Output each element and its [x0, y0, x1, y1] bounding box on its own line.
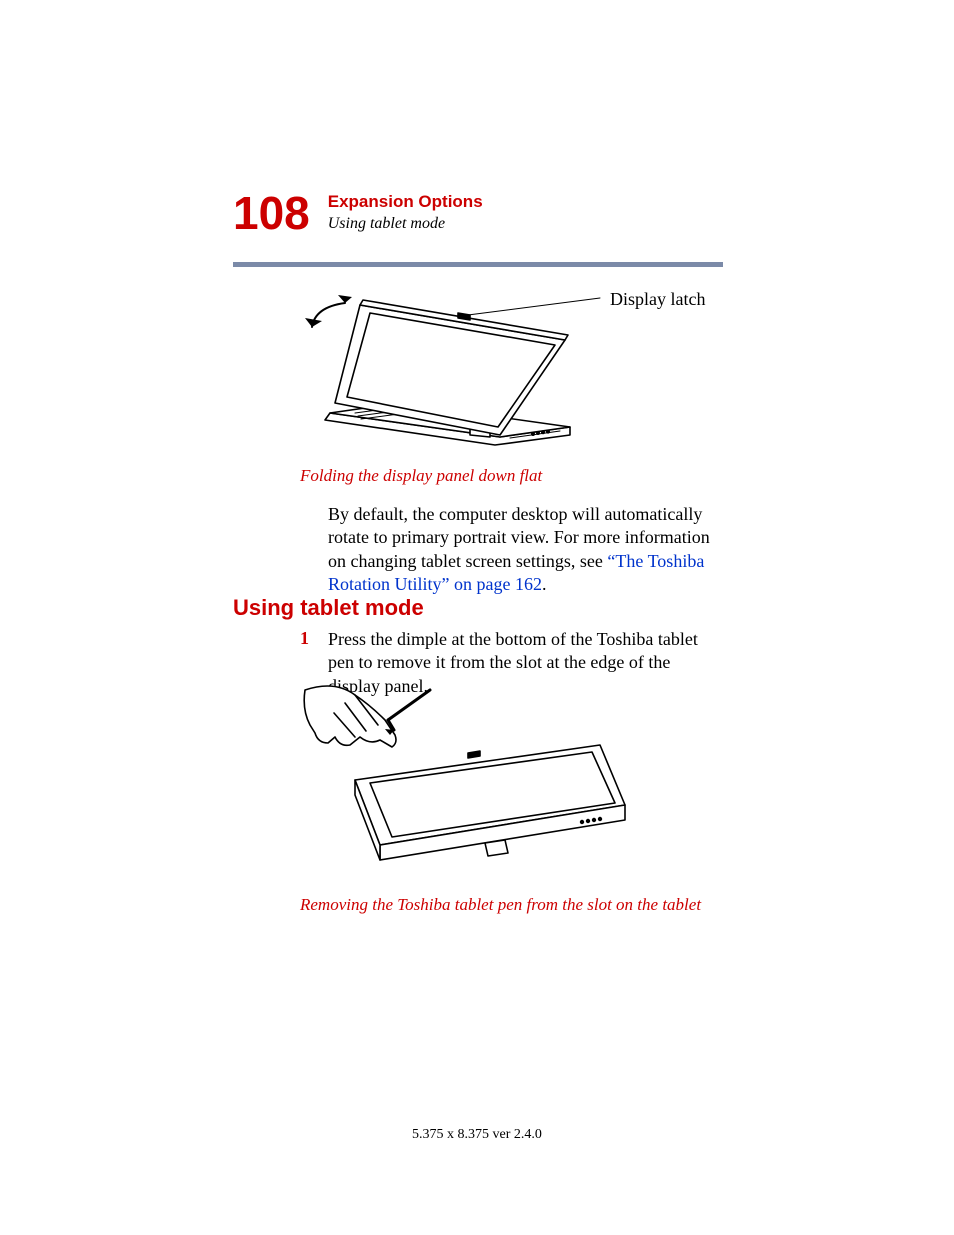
page-number: 108: [233, 190, 310, 236]
section-subtitle: Using tablet mode: [328, 215, 483, 233]
figure-removing-pen: [300, 685, 630, 880]
figure1-caption: Folding the display panel down flat: [300, 466, 542, 486]
body-paragraph: By default, the computer desktop will au…: [328, 503, 723, 597]
header-text-block: Expansion Options Using tablet mode: [328, 192, 483, 233]
paragraph-text-post: .: [542, 574, 547, 594]
step-number: 1: [300, 628, 309, 649]
figure2-caption: Removing the Toshiba tablet pen from the…: [300, 895, 701, 915]
section-heading: Using tablet mode: [233, 595, 424, 621]
page-header: 108 Expansion Options Using tablet mode: [233, 190, 723, 236]
callout-display-latch: Display latch: [610, 289, 705, 310]
header-rule: [233, 262, 723, 267]
document-page: 108 Expansion Options Using tablet mode: [0, 0, 954, 1235]
chapter-title: Expansion Options: [328, 192, 483, 212]
page-footer: 5.375 x 8.375 ver 2.4.0: [0, 1127, 954, 1143]
